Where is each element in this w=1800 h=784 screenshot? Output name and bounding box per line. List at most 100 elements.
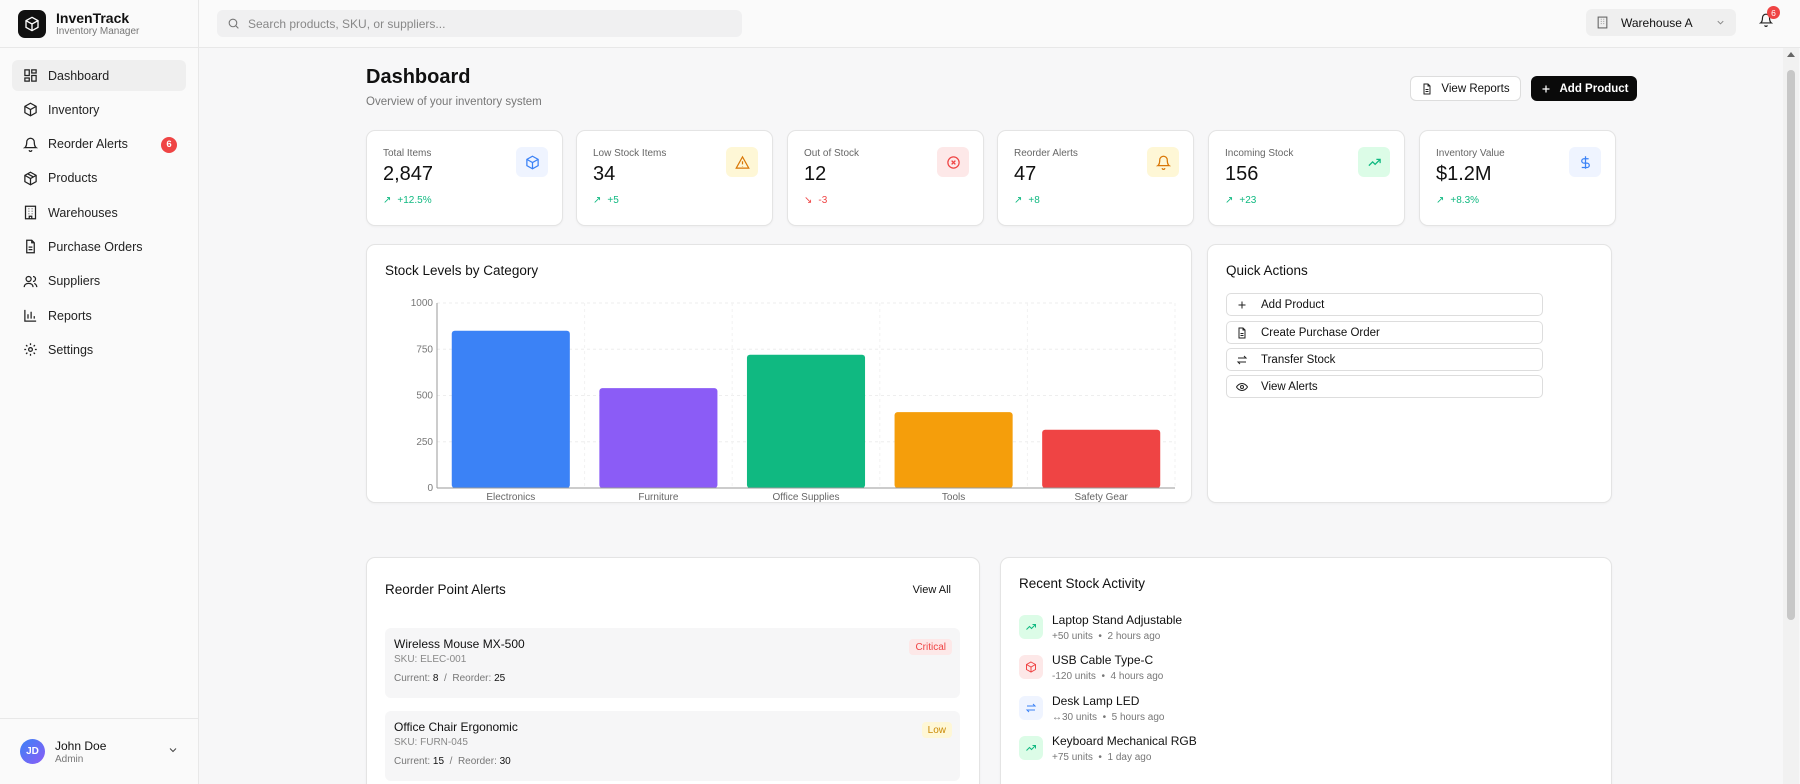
sidebar-item-warehouses[interactable]: Warehouses [12, 197, 186, 228]
transfer-icon [1019, 696, 1043, 720]
y-tick-label: 750 [416, 344, 433, 355]
stat-change-value: +5 [607, 195, 619, 206]
quick-action-label: Create Purchase Order [1261, 326, 1380, 339]
add-product-button[interactable]: Add Product [1531, 76, 1637, 101]
stat-card-inventory-value: Inventory Value $1.2M ↗ +8.3% [1419, 130, 1616, 226]
user-menu[interactable]: JD John Doe Admin [0, 718, 199, 784]
view-reports-button[interactable]: View Reports [1410, 76, 1521, 101]
quick-actions-card: Quick Actions Add Product Create Purchas… [1207, 244, 1612, 503]
logo-cube-icon [18, 9, 46, 38]
stat-card-reorder-alerts: Reorder Alerts 47 ↗ +8 [997, 130, 1194, 226]
quick-action-label: View Alerts [1261, 380, 1318, 393]
alert-sku: SKU: ELEC-001 [394, 654, 467, 665]
alert-product-name: Office Chair Ergonomic [394, 720, 518, 734]
sidebar-item-reports[interactable]: Reports [12, 300, 186, 331]
search-input[interactable]: Search products, SKU, or suppliers... [217, 10, 742, 37]
reorder-value: 30 [499, 756, 511, 767]
reorder-value: 25 [494, 673, 506, 684]
x-tick-label: Safety Gear [1075, 492, 1129, 503]
warehouse-select[interactable]: Warehouse A [1586, 9, 1736, 36]
arrow-up-right-icon: ↗ [1014, 195, 1023, 206]
sidebar-item-suppliers[interactable]: Suppliers [12, 266, 186, 297]
transfer-icon [1235, 354, 1249, 366]
stat-change: ↗ +8.3% [1436, 195, 1479, 206]
scrollbar-thumb[interactable] [1787, 70, 1795, 620]
stock-levels-bar-chart: 0 250 500 750 1000 Electronics Furniture Office… [411, 298, 1176, 503]
chevron-down-icon [167, 743, 179, 761]
alerts-count-badge: 6 [161, 136, 177, 153]
eye-icon [1235, 381, 1249, 393]
trending-up-icon [1358, 147, 1390, 177]
sidebar-item-label: Settings [48, 342, 94, 357]
activity-item: USB Cable Type-C -120 units • 4 hours ag… [1019, 653, 1419, 689]
scroll-up-arrow-icon[interactable] [1787, 52, 1795, 57]
stat-change-value: +8 [1028, 195, 1040, 206]
plus-icon [1235, 299, 1249, 311]
chevron-down-icon [1715, 17, 1726, 28]
alert-product-name: Wireless Mouse MX-500 [394, 637, 525, 651]
view-all-link[interactable]: View All [912, 584, 951, 596]
trending-up-icon [1019, 615, 1043, 639]
sidebar-item-dashboard[interactable]: Dashboard [12, 60, 186, 91]
notifications-bell-icon[interactable] [1758, 13, 1774, 32]
arrow-up-right-icon: ↗ [1225, 195, 1234, 206]
arrow-up-right-icon: ↗ [383, 195, 392, 206]
sidebar-item-label: Warehouses [48, 205, 118, 220]
x-tick-label: Tools [942, 492, 965, 503]
sidebar-item-purchase-orders[interactable]: Purchase Orders [12, 231, 186, 262]
quick-action-create-purchase-order[interactable]: Create Purchase Order [1226, 321, 1543, 344]
stat-change: ↘ -3 [804, 195, 827, 206]
stat-change: ↗ +8 [1014, 195, 1040, 206]
sidebar-item-settings[interactable]: Settings [12, 334, 186, 365]
page-scrollbar[interactable] [1783, 48, 1799, 784]
x-tick-label: Office Supplies [772, 492, 839, 503]
activity-qty: -120 units [1052, 671, 1096, 682]
reorder-alert-item[interactable]: Office Chair Ergonomic SKU: FURN-045 Cur… [385, 711, 960, 781]
sidebar-item-reorder-alerts[interactable]: Reorder Alerts 6 [12, 129, 186, 160]
user-name: John Doe [55, 738, 107, 753]
activity-item: Laptop Stand Adjustable +50 units • 2 ho… [1019, 613, 1419, 649]
reorder-label: Reorder: [457, 756, 497, 767]
brand[interactable]: InvenTrack Inventory Manager [0, 0, 198, 48]
quick-action-view-alerts[interactable]: View Alerts [1226, 375, 1543, 398]
activity-time: 5 hours ago [1111, 712, 1165, 723]
stat-change-value: +8.3% [1450, 195, 1480, 206]
activity-item: Desk Lamp LED ↔30 units • 5 hours ago [1019, 694, 1419, 730]
plus-icon [1540, 83, 1552, 95]
stat-value: 12 [804, 163, 827, 185]
activity-item: Keyboard Mechanical RGB +75 units • 1 da… [1019, 734, 1419, 770]
activity-qty: ↔30 units [1052, 712, 1098, 723]
sidebar-item-products[interactable]: Products [12, 163, 186, 194]
bar [451, 330, 570, 488]
sidebar-item-inventory[interactable]: Inventory [12, 94, 186, 125]
activity-meta: -120 units • 4 hours ago [1052, 671, 1164, 682]
warning-icon [726, 147, 758, 177]
arrow-down-right-icon: ↘ [804, 195, 813, 206]
quick-action-transfer-stock[interactable]: Transfer Stock [1226, 348, 1543, 371]
sidebar-item-label: Suppliers [48, 274, 101, 289]
warehouse-value: Warehouse A [1621, 15, 1693, 30]
alert-stock-meta: Current: 15 / Reorder: 30 [394, 756, 511, 767]
reorder-alert-item[interactable]: Wireless Mouse MX-500 SKU: ELEC-001 Curr… [385, 628, 960, 698]
stat-card-total-items: Total Items 2,847 ↗ +12.5% [366, 130, 563, 226]
box-icon [22, 102, 38, 118]
trending-up-icon [1019, 736, 1043, 760]
sidebar: InvenTrack Inventory Manager Dashboard I… [0, 0, 199, 784]
stat-value: 156 [1225, 163, 1259, 185]
bell-icon [1147, 147, 1179, 177]
arrow-up-right-icon: ↗ [1436, 195, 1445, 206]
activity-meta: +50 units • 2 hours ago [1052, 631, 1161, 642]
stat-label: Out of Stock [804, 148, 860, 159]
quick-action-add-product[interactable]: Add Product [1226, 293, 1543, 316]
cube-icon [516, 147, 548, 177]
chart-title: Stock Levels by Category [385, 263, 539, 278]
search-icon [227, 17, 240, 30]
arrow-up-right-icon: ↗ [593, 195, 602, 206]
bar [599, 388, 718, 488]
stat-card-incoming-stock: Incoming Stock 156 ↗ +23 [1208, 130, 1405, 226]
users-icon [22, 273, 38, 289]
current-label: Current: [394, 756, 431, 767]
stat-label: Total Items [383, 148, 432, 159]
quick-actions-title: Quick Actions [1226, 263, 1308, 278]
add-product-label: Add Product [1559, 82, 1629, 95]
